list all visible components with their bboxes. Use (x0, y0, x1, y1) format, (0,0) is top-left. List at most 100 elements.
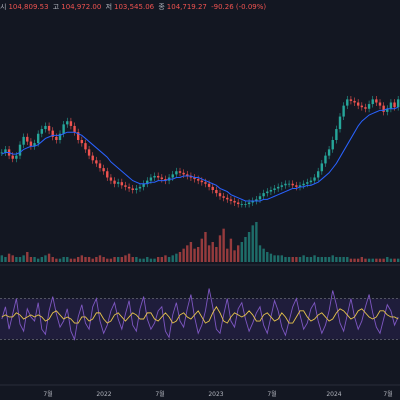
candle-body (295, 185, 298, 187)
volume-bar (164, 255, 167, 262)
candle-body (91, 155, 94, 161)
price-pane[interactable] (0, 95, 400, 208)
volume-bar (276, 255, 280, 262)
candle-body (389, 102, 393, 109)
candle-body (182, 172, 185, 175)
candle-body (287, 183, 291, 185)
volume-bar (120, 257, 124, 262)
volume-bar (29, 257, 33, 262)
candle-body (196, 179, 200, 181)
volume-bar (360, 257, 364, 262)
volume-bar (236, 245, 240, 262)
candle-body (218, 193, 222, 197)
volume-bar (389, 258, 393, 262)
volume-bar (106, 258, 109, 262)
volume-bar (233, 250, 236, 262)
candle-body (211, 186, 214, 190)
volume-bar (73, 258, 76, 262)
x-tick-label: 7월 (267, 390, 276, 398)
volume-bar (382, 258, 385, 262)
volume-bar (80, 255, 84, 262)
volume-bar (229, 238, 233, 262)
high-label: 고 (52, 3, 60, 11)
ohlc-header: 시 104,809.53 고 104,972.00 저 103,545.06 종 104… (0, 0, 400, 14)
volume-bar (269, 253, 273, 262)
candle-body (298, 185, 302, 187)
close-value: 104,719.27 (166, 3, 207, 11)
volume-bar (247, 232, 251, 262)
candle-body (233, 200, 236, 203)
volume-bar (324, 257, 327, 262)
volume-bar (255, 222, 258, 262)
candle-body (80, 140, 84, 144)
volume-bar (189, 242, 193, 262)
candle-body (149, 177, 153, 181)
candle-body (378, 102, 382, 106)
volume-pane (0, 222, 400, 262)
volume-bar (211, 242, 214, 262)
volume-bar (335, 257, 338, 262)
candle-body (29, 141, 33, 147)
volume-bar (178, 252, 182, 262)
candle-body (138, 186, 142, 189)
candle-body (15, 155, 18, 159)
oscillator-pane[interactable] (0, 264, 400, 341)
candle-body (18, 144, 22, 156)
volume-bar (55, 258, 58, 262)
volume-bar (316, 257, 320, 262)
candle-body (226, 197, 229, 200)
volume-bar (353, 258, 356, 262)
candle-body (360, 105, 364, 108)
candle-body (255, 199, 258, 201)
candle-body (346, 99, 349, 106)
candle-body (98, 163, 102, 169)
volume-bar (47, 253, 51, 262)
candle-body (331, 140, 334, 150)
candle-body (186, 174, 189, 176)
volume-bar (4, 257, 7, 262)
candle-body (22, 136, 25, 145)
candle-body (204, 182, 207, 184)
volume-bar (116, 257, 120, 262)
volume-bar (51, 257, 54, 262)
candle-body (127, 186, 131, 189)
candle-body (207, 183, 211, 187)
volume-bar (69, 258, 73, 262)
x-tick-label: 2022 (96, 391, 111, 398)
candle-body (84, 143, 87, 150)
candle-body (146, 180, 149, 184)
candle-body (73, 125, 76, 133)
volume-bar (215, 247, 218, 262)
candle-body (316, 171, 320, 178)
candle-body (306, 182, 309, 184)
candle-body (95, 160, 98, 164)
candle-body (135, 188, 138, 190)
candle-body (87, 149, 91, 156)
volume-bar (146, 257, 149, 262)
volume-bar (218, 235, 222, 262)
candle-body (335, 129, 338, 140)
high-value: 104,972.00 (61, 3, 102, 11)
candle-body (266, 191, 269, 194)
x-tick-label: 2023 (208, 391, 223, 398)
volume-bar (109, 258, 113, 262)
volume-bar (135, 257, 138, 262)
candle-body (200, 180, 204, 183)
candle-body (236, 202, 240, 205)
candle-body (62, 124, 65, 134)
candle-body (375, 99, 378, 103)
candle-body (102, 168, 105, 172)
volume-bar (18, 257, 22, 262)
volume-bar (367, 258, 371, 262)
candle-body (367, 104, 371, 109)
volume-bar (33, 257, 36, 262)
open-label: 시 (0, 3, 7, 11)
candle-body (69, 121, 73, 126)
candle-body (251, 200, 254, 203)
volume-bar (156, 257, 160, 262)
volume-bar (375, 258, 378, 262)
volume-bar (186, 245, 189, 262)
candle-body (280, 185, 284, 187)
volume-bar (87, 257, 91, 262)
